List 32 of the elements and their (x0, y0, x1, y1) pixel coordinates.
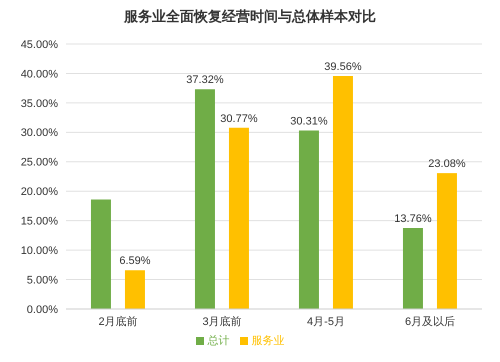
y-tick-label: 10.00% (20, 245, 58, 258)
y-tick-label: 30.00% (20, 127, 58, 140)
data-label: 23.08% (428, 158, 466, 170)
y-tick-label: 5.00% (26, 274, 58, 286)
bar (124, 270, 145, 309)
data-label: 30.77% (220, 112, 258, 125)
bar (228, 128, 249, 309)
x-tick-label: 3月底前 (202, 314, 242, 328)
data-label: 13.76% (394, 212, 432, 225)
data-label: 39.56% (324, 61, 362, 74)
y-tick-label: 35.00% (20, 98, 58, 110)
y-tick-label: 25.00% (20, 156, 58, 169)
data-label: 37.32% (186, 74, 224, 86)
y-tick-label: 0.00% (26, 304, 58, 316)
bar (332, 76, 353, 309)
bar (194, 89, 215, 309)
y-tick-label: 20.00% (20, 186, 58, 198)
bar (298, 130, 319, 309)
y-tick-label: 45.00% (20, 38, 58, 51)
x-tick-label: 2月底前 (98, 314, 138, 328)
data-label: 6.59% (119, 255, 151, 268)
chart-title: 服务业全面恢复经营时间与总体样本对比 (122, 8, 377, 26)
bar (90, 199, 111, 309)
data-label: 30.31% (290, 116, 328, 128)
x-tick-label: 4月-5月 (307, 316, 345, 328)
bar (436, 173, 457, 309)
legend-label: 服务业 (252, 335, 284, 347)
legend-label: 总计 (208, 335, 230, 347)
y-tick-label: 15.00% (20, 216, 58, 228)
y-tick-label: 40.00% (20, 68, 58, 80)
x-tick-label: 6月及以后 (404, 314, 456, 328)
bar (402, 228, 423, 309)
